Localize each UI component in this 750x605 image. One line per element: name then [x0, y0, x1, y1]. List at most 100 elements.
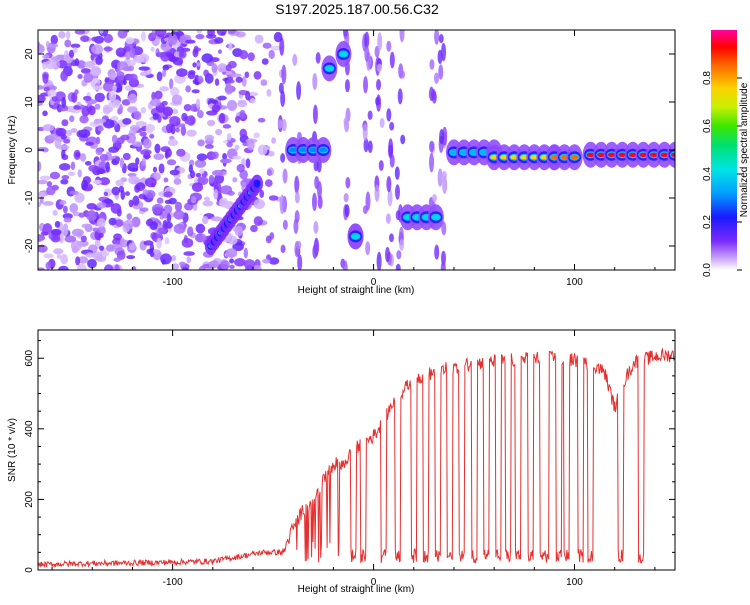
spectrogram-cell — [94, 92, 106, 103]
spectrogram-cell — [161, 69, 167, 77]
spectrogram-cell — [152, 113, 159, 120]
snr-y-tick-label: 0 — [24, 567, 35, 573]
spectrogram-cell — [145, 123, 154, 134]
spectrogram-cell — [69, 115, 75, 123]
spectrogram-cell — [83, 72, 93, 83]
spectrogram-cell — [128, 199, 134, 208]
spectrogram-cell — [183, 251, 195, 256]
colorbar-tick-label: 0.8 — [702, 71, 713, 85]
spectrogram-cell — [225, 79, 235, 84]
spectrogram-cell — [315, 52, 321, 64]
spectrogram-cell — [367, 140, 373, 153]
spectrogram-cell — [69, 203, 79, 214]
spectrogram-cell — [187, 72, 196, 80]
spectrogram-cell — [157, 227, 167, 235]
spectrogram-cell — [262, 42, 272, 49]
spectrogram-cell — [38, 85, 45, 90]
spectrogram-cell — [387, 189, 393, 207]
spectrogram-cell — [222, 124, 232, 129]
spectrogram-cell — [138, 53, 150, 63]
spectrogram-x-tick-label: 0 — [371, 277, 377, 288]
snr-x-tick-label: -100 — [163, 577, 183, 588]
spectrogram-cell — [217, 95, 227, 101]
spectrogram-cell — [65, 30, 71, 40]
spectrogram-cell — [97, 126, 104, 132]
spectrogram-cell — [500, 155, 509, 160]
spectrogram-cell — [139, 71, 149, 77]
spectrogram-cell — [99, 245, 105, 251]
spectrogram-cell — [441, 221, 447, 236]
spectrogram-cell — [181, 237, 194, 248]
colorbar-ticks: 0.0 0.2 0.4 0.6 0.8 — [702, 71, 742, 277]
spectrogram-cell — [178, 49, 187, 59]
spectrogram-cell — [206, 119, 216, 127]
spectrogram-cell — [153, 248, 159, 255]
spectrogram-cell — [374, 184, 380, 202]
spectrogram-cell — [166, 213, 172, 224]
spectrogram-cell — [50, 235, 61, 243]
spectrogram-cell — [125, 37, 135, 45]
spectrogram-cell — [173, 223, 186, 234]
spectrogram-cell — [202, 200, 214, 207]
spectrogram-cell — [47, 43, 59, 48]
spectrogram-cell — [239, 49, 249, 60]
spectrogram-cell — [434, 30, 440, 45]
spectrogram-cell — [127, 65, 135, 72]
spectrogram-cell — [395, 263, 401, 270]
spectrogram-cell — [166, 159, 177, 166]
spectrogram-cell — [344, 204, 350, 218]
spectrogram-cell — [128, 73, 138, 82]
spectrogram-cell — [80, 68, 92, 74]
spectrogram-cell — [99, 30, 104, 34]
spectrogram-cell — [39, 196, 44, 204]
spectrogram-cell — [115, 179, 125, 187]
spectrogram-cell — [135, 157, 140, 166]
spectrogram-cell — [211, 169, 224, 176]
spectrogram-cell — [71, 228, 84, 237]
spectrogram-cell — [120, 134, 130, 141]
spectrogram-cell — [96, 202, 107, 209]
spectrogram-cell — [127, 93, 138, 104]
spectrogram-cell — [126, 255, 136, 260]
spectrogram-y-tick-label: -20 — [24, 238, 35, 253]
spectrogram-cell — [245, 90, 251, 101]
spectrogram-cell — [101, 250, 110, 257]
spectrogram-cell — [192, 62, 197, 68]
spectrogram-cell — [42, 201, 54, 206]
spectrogram-cell — [278, 82, 284, 94]
spectrogram-cell — [297, 254, 303, 270]
spectrogram-cell — [540, 155, 549, 160]
spectrogram-cell — [140, 31, 146, 42]
spectrogram-cell — [95, 147, 103, 156]
snr-ticks: -100 0 100 0 200 400 600 — [24, 330, 675, 588]
spectrogram-cell — [570, 155, 579, 160]
spectrogram-cell — [164, 151, 169, 159]
spectrogram-cell — [149, 247, 155, 258]
spectrogram-cell — [309, 147, 318, 153]
spectrogram-cell — [55, 127, 67, 137]
snr-panel: -100 0 100 0 200 400 600 Height of straight li… — [7, 329, 676, 595]
snr-x-tick-label: 0 — [371, 577, 377, 588]
spectrogram-cell — [671, 152, 675, 157]
spectrogram-cell — [389, 51, 395, 69]
spectrogram-cell — [186, 129, 197, 137]
spectrogram-cell — [586, 152, 595, 157]
spectrogram-cell — [70, 161, 76, 171]
spectrogram-cell — [400, 134, 406, 145]
spectrogram-cell — [138, 66, 150, 71]
spectrogram-cell — [103, 33, 114, 44]
spectrogram-cell — [70, 43, 81, 49]
spectrogram-cell — [71, 92, 78, 103]
spectrogram-cell — [151, 203, 164, 214]
spectrogram-cell — [156, 197, 164, 204]
spectrogram-cell — [277, 119, 283, 129]
spectrogram-cell — [252, 264, 262, 270]
spectrogram-cell — [253, 198, 265, 210]
spectrogram-cell — [74, 192, 85, 203]
colorbar-label: Normalized spectral amplitude — [739, 82, 750, 217]
spectrogram-cell — [271, 137, 276, 144]
spectrogram-cell — [185, 39, 196, 44]
spectrogram-cell — [317, 195, 323, 209]
spectrogram-cell — [224, 84, 234, 95]
spectrogram-cell — [215, 183, 222, 192]
